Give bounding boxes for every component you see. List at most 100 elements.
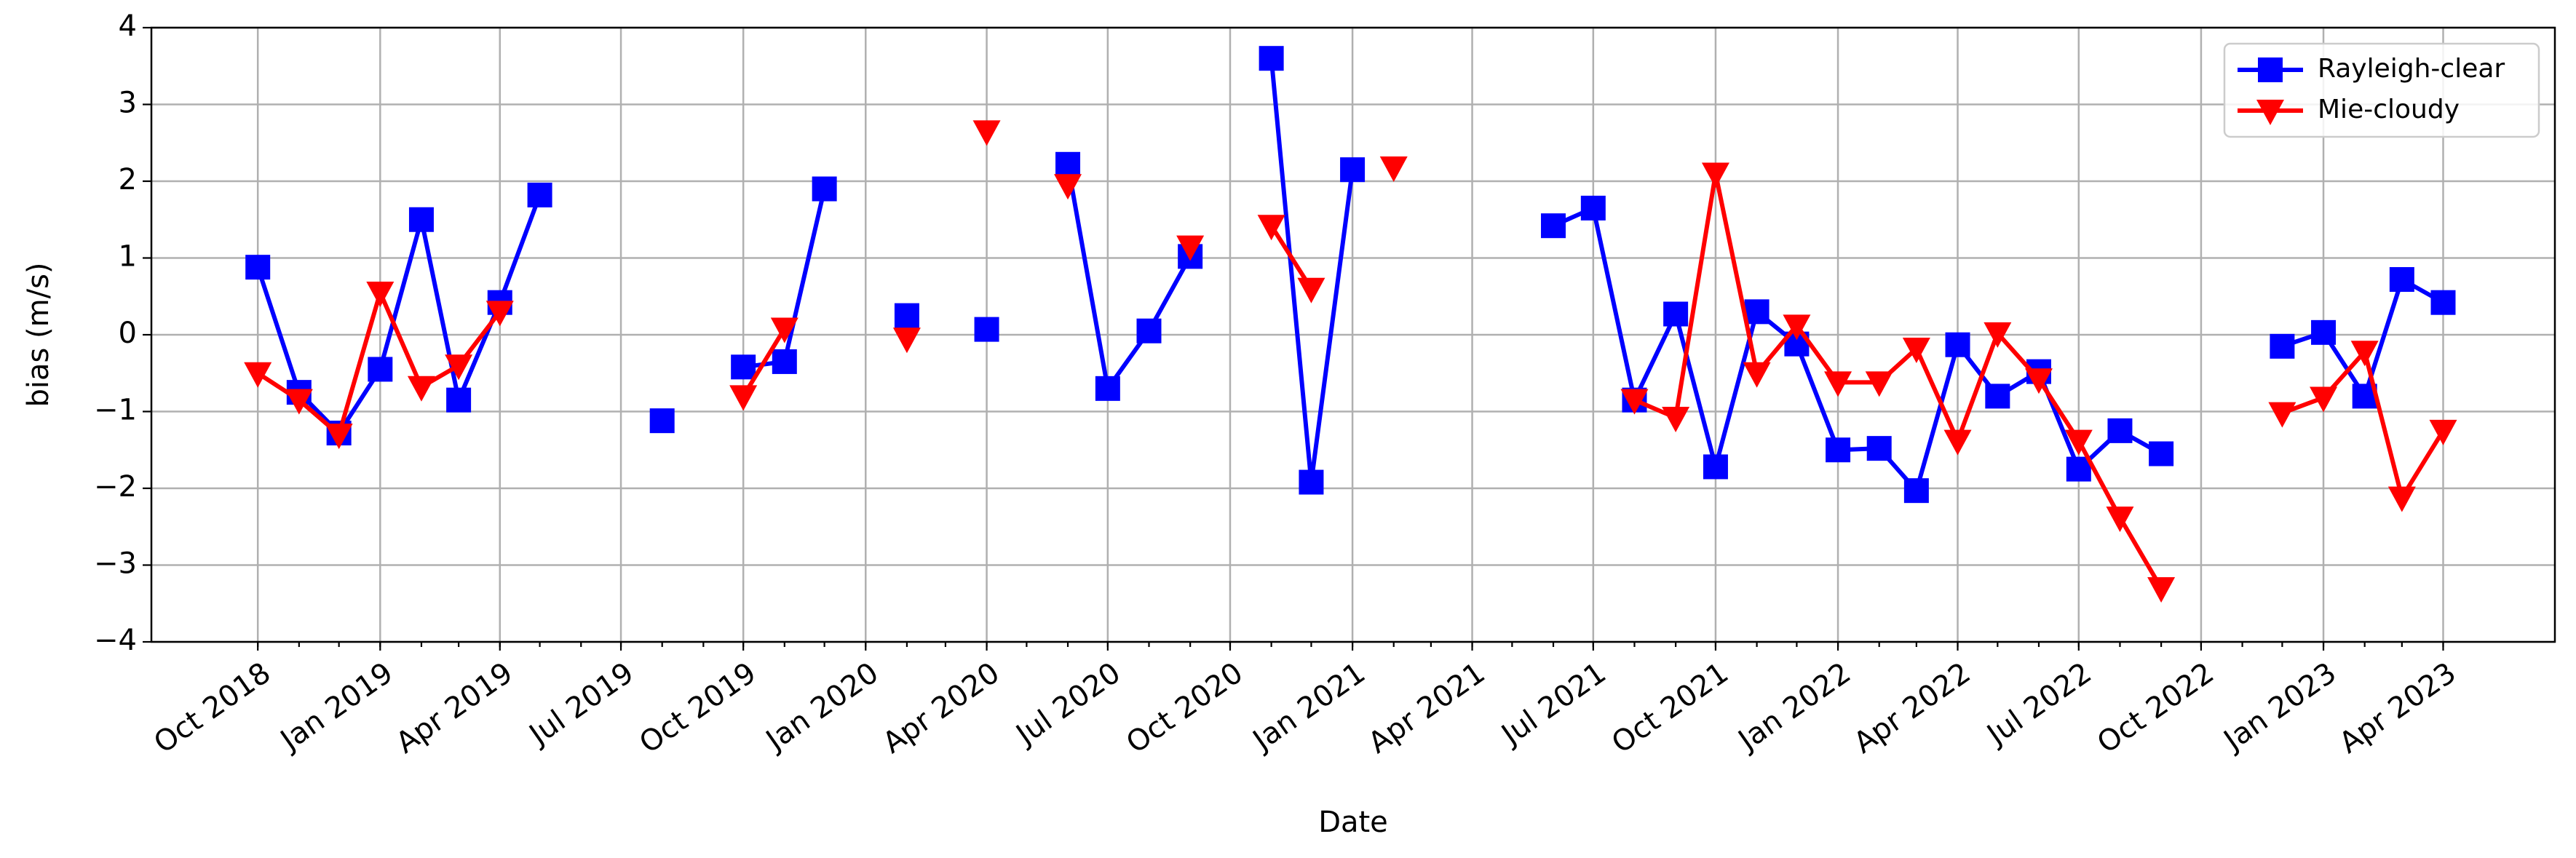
marker: [972, 120, 1001, 146]
marker: [285, 389, 313, 415]
marker: [2066, 456, 2091, 482]
marker: [527, 182, 552, 207]
marker: [2387, 486, 2416, 512]
marker: [407, 376, 435, 402]
marker: [1703, 454, 1728, 480]
legend-marker: [2256, 100, 2284, 125]
marker: [2270, 333, 2295, 359]
marker: [2149, 441, 2174, 466]
marker: [2311, 319, 2337, 345]
y-tick-label: 3: [119, 87, 137, 120]
marker: [1095, 376, 1120, 401]
marker: [1340, 157, 1366, 183]
x-tick-label: Jan 2023: [2216, 656, 2342, 758]
marker: [325, 424, 353, 450]
series-line: [1633, 171, 2163, 589]
legend: Rayleigh-clear Mie-cloudy: [2223, 42, 2540, 138]
marker: [1902, 337, 1930, 363]
marker: [1983, 322, 2012, 348]
marker: [408, 207, 434, 232]
marker: [244, 362, 272, 388]
series-line: [2281, 277, 2444, 399]
y-axis-label: bias (m/s): [22, 262, 55, 407]
marker: [2107, 418, 2133, 443]
marker: [892, 327, 921, 354]
marker: [1257, 215, 1285, 241]
marker: [2389, 267, 2414, 293]
marker: [2064, 429, 2093, 456]
y-tick-label: 0: [119, 317, 137, 350]
y-tick-label: 2: [119, 163, 137, 196]
marker: [2147, 577, 2176, 603]
x-tick-label: Jul 2021: [1494, 656, 1612, 753]
series-line: [1552, 205, 2163, 493]
marker: [1055, 151, 1081, 177]
marker: [1943, 429, 1972, 456]
marker: [894, 303, 919, 328]
x-tick-label: Jul 2019: [522, 656, 640, 753]
x-tick-label: Apr 2021: [1363, 656, 1491, 760]
x-tick-label: Oct 2022: [2091, 656, 2220, 760]
marker: [445, 354, 473, 381]
marker: [1985, 384, 2010, 409]
marker: [770, 317, 798, 343]
x-tick-label: Oct 2021: [1606, 656, 1735, 760]
marker: [812, 176, 837, 202]
series-line: [1269, 57, 1355, 485]
series-line: [2281, 349, 2446, 500]
marker: [2106, 507, 2134, 533]
marker: [974, 317, 999, 342]
marker: [731, 354, 756, 380]
marker: [1620, 389, 1649, 415]
marker: [1743, 362, 1771, 388]
y-tick-label: 1: [119, 240, 137, 274]
x-tick-label: Jan 2021: [1245, 656, 1371, 758]
marker: [1299, 469, 1324, 495]
legend-label: Mie-cloudy: [2318, 95, 2460, 124]
marker: [1866, 436, 1892, 461]
marker: [1662, 406, 1690, 432]
marker: [1826, 437, 1851, 463]
x-tick-label: Apr 2020: [877, 656, 1006, 760]
x-tick-label: Apr 2023: [2334, 656, 2462, 760]
marker: [245, 255, 271, 280]
x-tick-label: Oct 2019: [633, 656, 762, 760]
legend-label: Rayleigh-clear: [2318, 54, 2505, 84]
legend-box: [2223, 42, 2540, 138]
marker: [366, 281, 395, 307]
grid: [151, 26, 2555, 643]
marker: [1379, 156, 1408, 183]
y-tick-label: −1: [94, 394, 137, 427]
marker: [2429, 419, 2457, 445]
marker: [1136, 318, 1162, 343]
x-axis-label: Date: [1318, 806, 1388, 839]
x-tick-label: Jan 2019: [273, 656, 399, 758]
marker: [1541, 213, 1566, 239]
x-tick-label: Jul 2020: [1009, 656, 1127, 753]
y-tick-label: 4: [119, 9, 137, 43]
marker: [1903, 478, 1929, 504]
series-line: [1066, 164, 1192, 391]
marker: [368, 357, 393, 382]
marker: [2310, 386, 2338, 413]
x-tick-label: Apr 2019: [390, 656, 519, 760]
marker: [2268, 402, 2296, 428]
x-tick-label: Jul 2022: [1980, 656, 2098, 753]
marker: [1580, 195, 1606, 221]
marker: [1865, 371, 1893, 397]
marker: [1176, 235, 1205, 261]
marker: [1824, 371, 1852, 397]
series-line: [741, 327, 787, 397]
marker: [1054, 174, 1082, 200]
y-tick-label: −2: [94, 470, 137, 504]
marker: [2024, 368, 2053, 394]
x-tick-label: Oct 2020: [1120, 656, 1249, 760]
marker: [2350, 341, 2379, 367]
y-tick-label: −4: [94, 624, 137, 657]
marker: [1701, 162, 1729, 188]
x-tick-label: Jan 2022: [1731, 656, 1857, 758]
marker: [1945, 332, 1970, 357]
marker: [729, 385, 758, 411]
marker: [2430, 290, 2456, 315]
